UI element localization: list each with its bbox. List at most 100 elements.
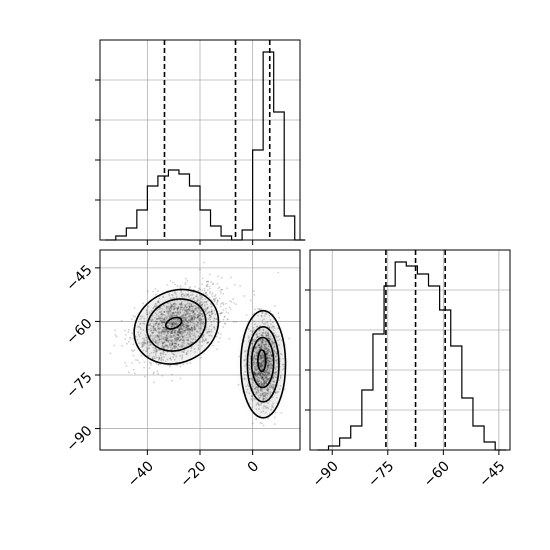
s-point-1312 (185, 314, 187, 317)
s-point-1699 (179, 315, 182, 318)
s-point-967 (132, 354, 135, 357)
s-point-1320 (156, 336, 159, 339)
s-point-1557 (188, 335, 191, 338)
s-point-1178 (201, 289, 204, 292)
s-point-221 (215, 301, 218, 304)
s-point-2112 (262, 353, 265, 356)
s-point-557 (145, 346, 148, 349)
s-point-138 (206, 299, 209, 302)
s-point-1237 (214, 294, 217, 296)
s-point-2445 (273, 416, 276, 419)
s-point-2687 (245, 385, 247, 388)
s-point-432 (166, 337, 169, 340)
s-point-110 (175, 336, 178, 339)
s-point-2375 (271, 337, 274, 340)
s-point-2066 (264, 382, 267, 384)
s-point-2142 (264, 371, 267, 374)
s-point-2837 (254, 388, 257, 391)
s-point-960 (174, 322, 177, 325)
s-point-1458 (179, 326, 182, 329)
s-point-1680 (172, 305, 175, 308)
s-point-492 (152, 372, 155, 375)
s-point-1698 (196, 296, 199, 298)
s-point-799 (190, 291, 192, 294)
s-point-121 (191, 316, 194, 319)
s-point-1526 (160, 313, 162, 316)
s-point-59 (172, 311, 175, 314)
s-point-1102 (173, 325, 176, 328)
s-point-105 (179, 332, 182, 335)
s-point-524 (164, 331, 167, 334)
s-point-2273 (266, 369, 269, 371)
s-point-1910 (268, 378, 270, 381)
s-point-1153 (146, 348, 149, 351)
s-point-185 (190, 305, 193, 308)
s-point-395 (176, 337, 179, 339)
s-point-2305 (272, 377, 275, 380)
s-point-1004 (207, 318, 210, 320)
s-point-2661 (274, 366, 276, 369)
s-point-118 (176, 347, 179, 350)
s-point-2020 (262, 339, 264, 342)
s-point-964 (155, 320, 158, 323)
s-point-390 (164, 337, 167, 340)
s-point-1652 (193, 328, 196, 331)
s-point-1346 (161, 326, 164, 329)
s-point-2231 (269, 394, 272, 397)
s-point-2882 (257, 344, 260, 346)
s-point-2291 (261, 365, 264, 368)
s-point-123 (216, 300, 219, 303)
s-point-2266 (263, 371, 266, 373)
s-point-2342 (272, 383, 275, 386)
s-point-977 (160, 333, 163, 335)
s-point-957 (183, 334, 186, 337)
s-point-1617 (167, 314, 170, 317)
s-point-2043 (257, 314, 259, 317)
s-point-316 (182, 339, 185, 342)
s-point-1156 (166, 344, 168, 347)
s-point-932 (173, 314, 176, 317)
s-point-1160 (210, 330, 213, 333)
s-point-761 (150, 325, 153, 327)
s-point-410 (169, 315, 172, 318)
s-point-1478 (186, 309, 189, 312)
s-point-2384 (265, 350, 268, 353)
s-point-46 (143, 337, 146, 340)
s-point-210 (221, 288, 223, 291)
s-point-252 (172, 314, 175, 317)
s-point-2204 (258, 377, 261, 380)
s-point-1714 (273, 371, 276, 374)
s-point-1267 (203, 289, 206, 292)
s-point-205 (180, 338, 182, 341)
s-point-2131 (260, 356, 262, 359)
s-point-1547 (152, 319, 154, 321)
s-point-1725 (252, 330, 254, 333)
s-point-1390 (189, 331, 192, 334)
s-point-161 (170, 306, 172, 309)
s-point-1026 (194, 308, 197, 311)
s-point-1213 (162, 326, 165, 329)
s-point-2860 (244, 350, 247, 352)
s-point-1148 (154, 334, 157, 337)
s-point-435 (170, 336, 173, 339)
s-point-282 (229, 299, 231, 302)
s-point-2605 (260, 367, 263, 370)
s-point-1168 (189, 328, 192, 331)
s-point-606 (188, 305, 191, 308)
s-point-363 (158, 332, 160, 335)
s-point-1125 (177, 330, 179, 333)
s-point-1592 (186, 279, 189, 282)
s-point-2367 (264, 397, 267, 400)
s-point-1909 (271, 344, 274, 347)
s-point-1108 (217, 275, 219, 278)
s-point-2700 (269, 409, 272, 411)
s-point-660 (189, 340, 192, 343)
s-point-812 (174, 329, 177, 332)
s-point-2852 (261, 388, 264, 391)
s-point-1468 (193, 326, 195, 329)
s-point-913 (215, 335, 218, 338)
s-point-2065 (261, 373, 264, 376)
s-point-1050 (185, 316, 188, 319)
s-point-1079 (177, 338, 180, 341)
s-point-223 (206, 293, 209, 296)
